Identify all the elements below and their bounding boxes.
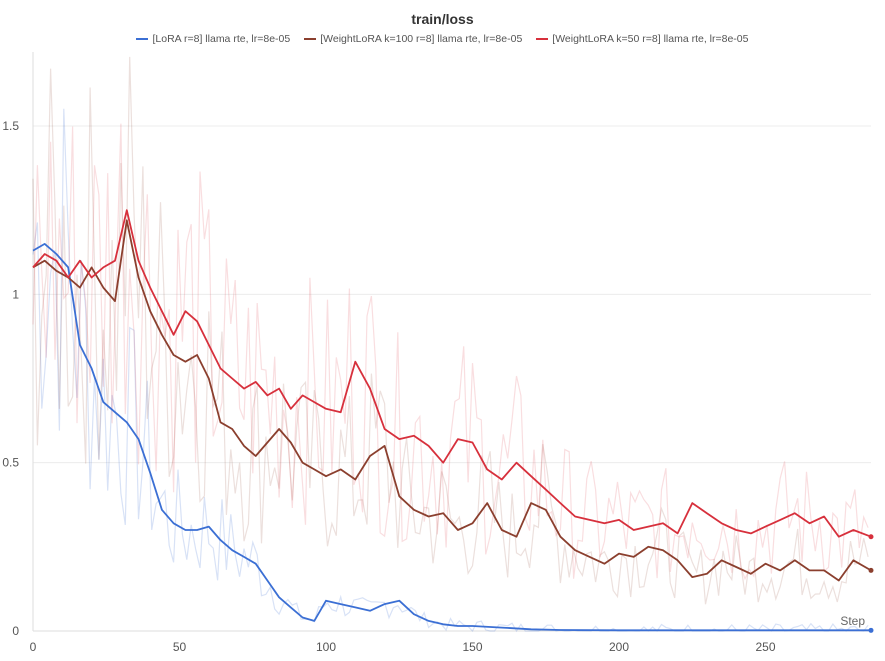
x-tick-label: 100 <box>316 640 336 654</box>
x-tick-label: 50 <box>173 640 187 654</box>
legend-item-weightlora-k50[interactable]: [WeightLoRA k=50 r=8] llama rte, lr=8e-0… <box>536 33 749 45</box>
series-line-lora <box>32 242 871 632</box>
x-tick-label: 200 <box>609 640 629 654</box>
y-tick-label: 1.5 <box>2 119 19 133</box>
series-end-marker-weightlora-k50 <box>868 534 874 540</box>
x-tick-label: 150 <box>462 640 482 654</box>
x-axis-label: Step <box>840 614 865 628</box>
raw-trace-weightlora-k100 <box>32 56 869 605</box>
legend-label-lora: [LoRA r=8] llama rte, lr=8e-05 <box>152 33 291 45</box>
series-end-marker-lora <box>868 627 874 633</box>
x-tick-label: 250 <box>756 640 776 654</box>
legend-swatch-lora <box>136 38 149 40</box>
legend: [LoRA r=8] llama rte, lr=8e-05 [WeightLo… <box>0 33 885 45</box>
raw-trace-weightlora-k50 <box>32 123 869 581</box>
legend-swatch-weightlora-k100 <box>304 38 317 40</box>
legend-item-weightlora-k100[interactable]: [WeightLoRA k=100 r=8] llama rte, lr=8e-… <box>304 33 522 45</box>
legend-item-lora[interactable]: [LoRA r=8] llama rte, lr=8e-05 <box>136 33 290 45</box>
x-tick-label: 0 <box>30 640 37 654</box>
series-line-weightlora-k50 <box>32 209 872 538</box>
chart-title: train/loss <box>411 11 474 27</box>
raw-trace-lora <box>32 108 869 633</box>
y-tick-label: 1 <box>12 287 19 301</box>
legend-swatch-weightlora-k50 <box>536 38 549 40</box>
series-line-weightlora-k100 <box>32 219 872 582</box>
series-end-marker-weightlora-k100 <box>868 567 874 573</box>
legend-label-weightlora-k100: [WeightLoRA k=100 r=8] llama rte, lr=8e-… <box>320 33 523 45</box>
y-tick-label: 0.5 <box>2 456 19 470</box>
y-tick-label: 0 <box>12 624 19 638</box>
legend-label-weightlora-k50: [WeightLoRA k=50 r=8] llama rte, lr=8e-0… <box>552 33 749 45</box>
